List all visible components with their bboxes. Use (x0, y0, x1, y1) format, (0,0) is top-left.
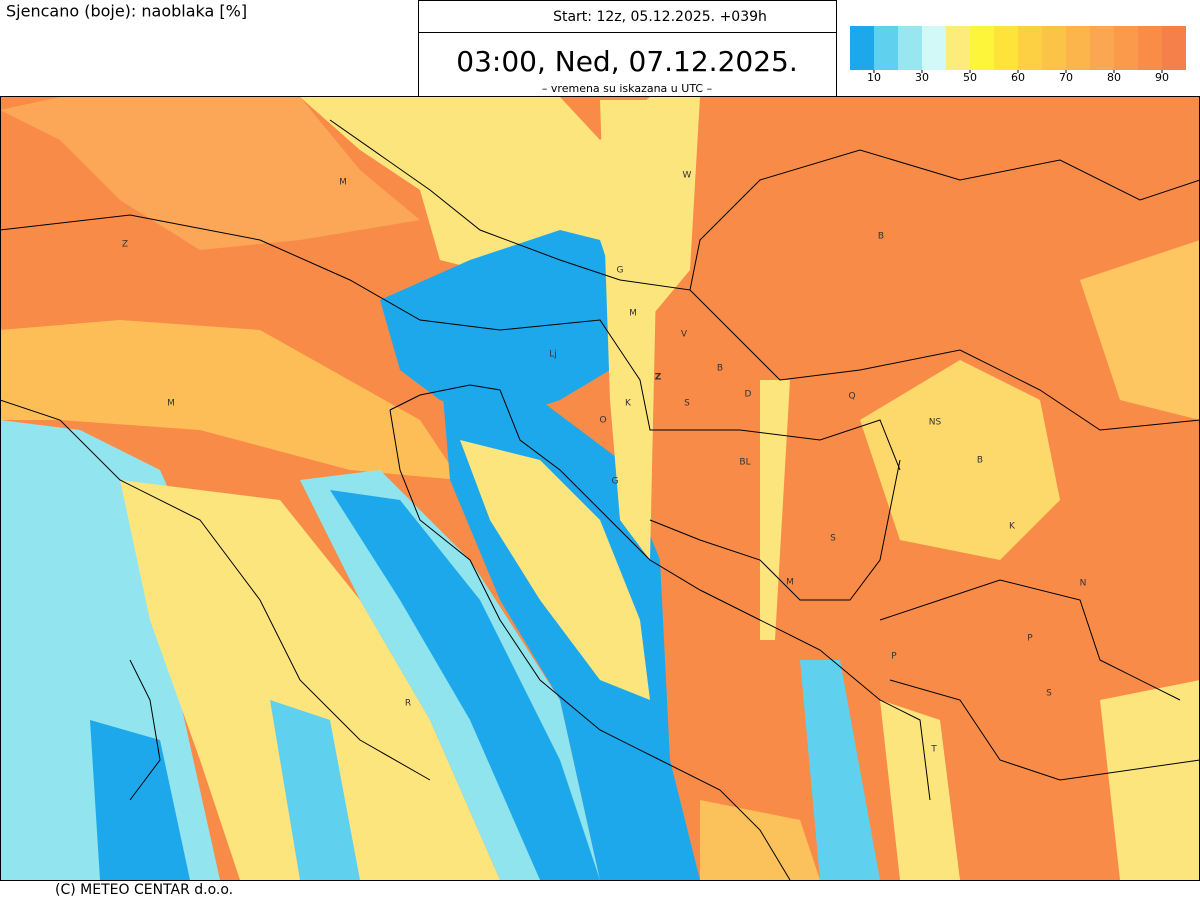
place-label: T (930, 745, 937, 755)
legend-swatch (898, 26, 922, 70)
legend-swatch (1018, 26, 1042, 70)
place-labels: M W Z B G M V Lj Z B D S K Q O M NS BL B G K S M N P P S R T (122, 171, 1086, 755)
place-label: S (684, 399, 690, 409)
legend-swatch (1042, 26, 1066, 70)
valid-time: 03:00, Ned, 07.12.2025. (456, 45, 797, 78)
cloud-shading (0, 97, 1200, 880)
legend-swatch (1090, 26, 1114, 70)
legend-tick-label: 90 (1155, 71, 1169, 84)
place-label: G (617, 266, 624, 276)
place-label: B (878, 232, 884, 242)
place-label: K (1009, 522, 1016, 532)
legend-swatch (1162, 26, 1186, 70)
legend-swatch (970, 26, 994, 70)
legend-tick-label: 10 (867, 71, 881, 84)
place-label: M (339, 178, 347, 188)
legend-swatch (1114, 26, 1138, 70)
start-time: Start: 12z, 05.12.2025. +039h (553, 9, 767, 25)
place-label: Z (122, 240, 128, 250)
place-label: Q (848, 392, 855, 402)
legend-tick-label: 70 (1059, 71, 1073, 84)
place-label: D (745, 390, 752, 400)
place-label: Z (655, 373, 662, 383)
place-label: W (683, 171, 692, 181)
place-label: Lj (549, 350, 557, 360)
place-label: V (681, 330, 688, 340)
legend-tick-label: 80 (1107, 71, 1121, 84)
legend-swatch (946, 26, 970, 70)
color-legend: 10 30 50 60 70 80 90 (850, 26, 1186, 84)
place-label: K (625, 399, 632, 409)
utc-note: – vremena su iskazana u UTC – (542, 82, 712, 95)
borders (0, 119, 1200, 880)
legend-tick-label: 60 (1011, 71, 1025, 84)
place-label: B (977, 456, 983, 466)
place-label: M (786, 578, 794, 588)
place-label: G (612, 477, 619, 487)
place-label: O (599, 416, 606, 426)
place-label: S (830, 534, 836, 544)
place-label: P (1027, 634, 1033, 644)
place-label: B (717, 364, 723, 374)
place-label: NS (929, 418, 942, 428)
legend-swatch (922, 26, 946, 70)
map: M W Z B G M V Lj Z B D S K Q O M NS BL B G K S M N P P S R T (0, 97, 1200, 880)
legend-swatch (1138, 26, 1162, 70)
place-label: BL (739, 458, 750, 468)
legend-tick-label: 50 (963, 71, 977, 84)
copyright: (C) METEO CENTAR d.o.o. (55, 882, 233, 898)
place-label: R (405, 699, 411, 709)
place-label: M (629, 309, 637, 319)
legend-swatch (850, 26, 874, 70)
legend-swatch (874, 26, 898, 70)
place-label: M (167, 399, 175, 409)
place-label: S (1046, 689, 1052, 699)
place-label: P (891, 652, 897, 662)
legend-swatch (994, 26, 1018, 70)
legend-swatch (1066, 26, 1090, 70)
place-label: N (1080, 579, 1087, 589)
legend-tick-label: 30 (915, 71, 929, 84)
field-title: Sjencano (boje): naoblaka [%] (6, 2, 247, 21)
